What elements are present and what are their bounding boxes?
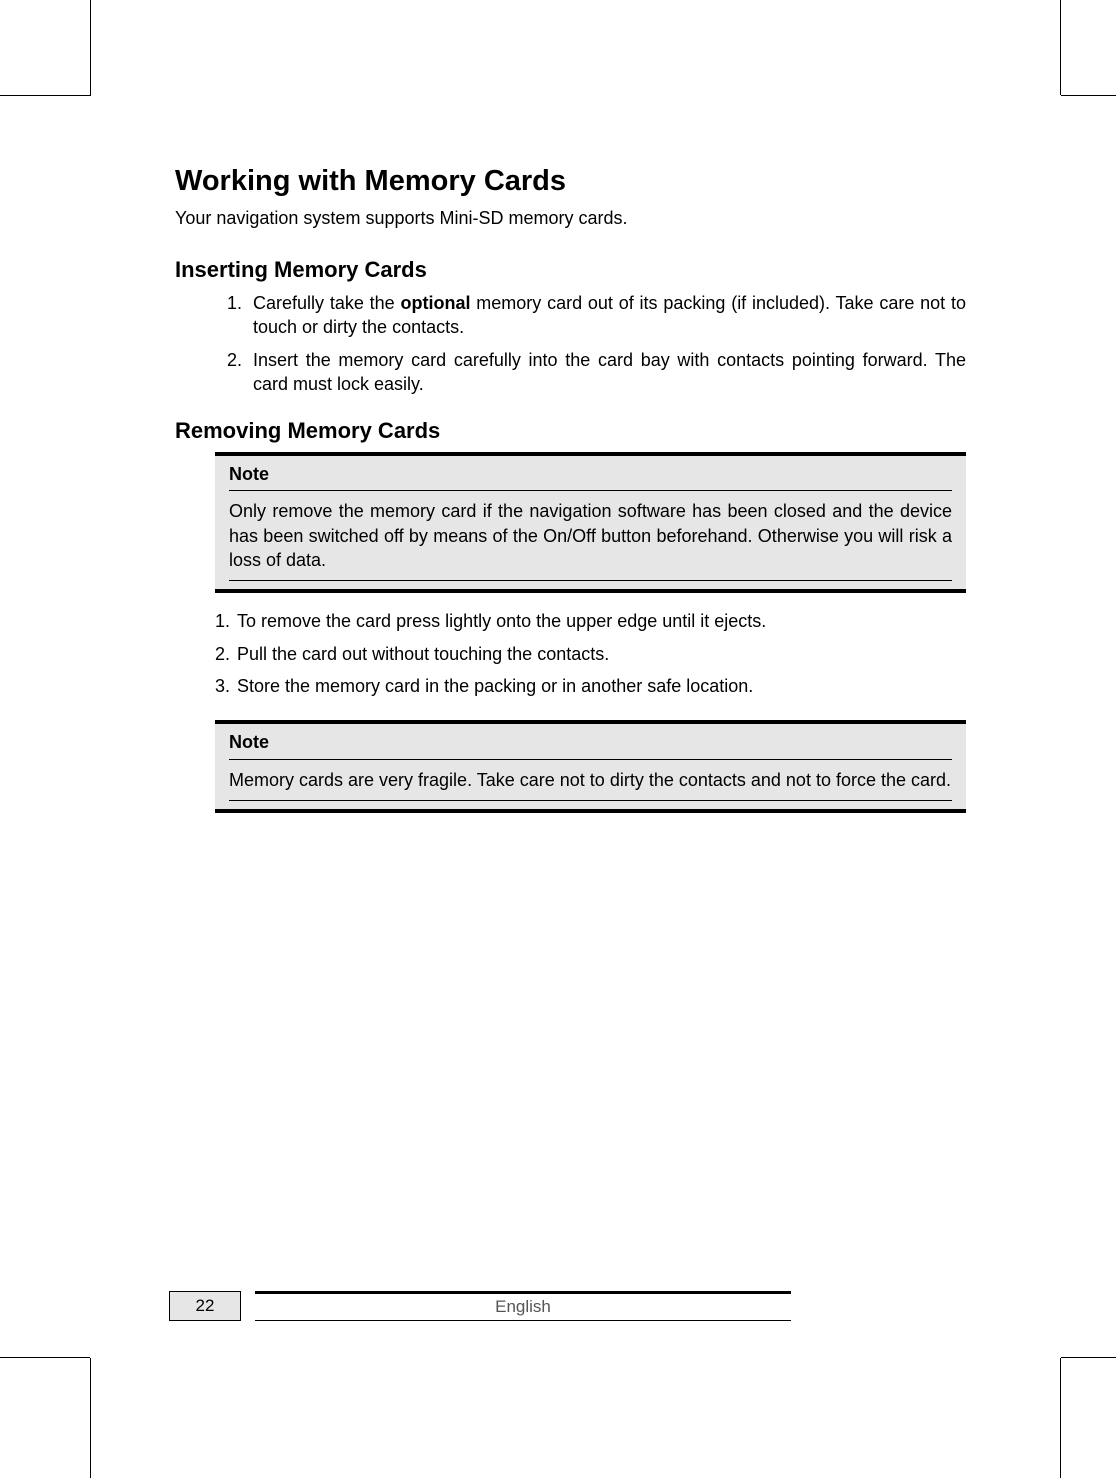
footer-rule: English — [255, 1288, 791, 1328]
footer-language: English — [255, 1292, 791, 1322]
list-item: Insert the memory card carefully into th… — [247, 348, 966, 397]
step-text-bold: optional — [400, 293, 470, 313]
list-item: Carefully take the optional memory card … — [247, 291, 966, 340]
list-item: To remove the card press lightly onto th… — [235, 609, 966, 633]
crop-mark — [1061, 1357, 1116, 1358]
page-title: Working with Memory Cards — [175, 165, 966, 198]
removing-steps-list: To remove the card press lightly onto th… — [175, 609, 966, 698]
crop-mark — [90, 1358, 91, 1478]
page-footer: 22 English — [175, 1288, 966, 1328]
page-number: 22 — [169, 1291, 241, 1321]
note-body: Only remove the memory card if the navig… — [229, 499, 952, 581]
note-box: Note Only remove the memory card if the … — [215, 452, 966, 593]
note-label: Note — [229, 730, 952, 759]
crop-mark — [90, 0, 91, 95]
note-label: Note — [229, 462, 952, 491]
crop-mark — [1060, 1358, 1061, 1478]
intro-text: Your navigation system supports Mini-SD … — [175, 208, 966, 229]
section-heading-inserting: Inserting Memory Cards — [175, 257, 966, 283]
inserting-steps-list: Carefully take the optional memory card … — [175, 291, 966, 396]
note-body: Memory cards are very fragile. Take care… — [229, 768, 952, 801]
section-heading-removing: Removing Memory Cards — [175, 418, 966, 444]
list-item: Pull the card out without touching the c… — [235, 642, 966, 666]
step-text: Insert the memory card carefully into th… — [253, 350, 966, 394]
list-item: Store the memory card in the packing or … — [235, 674, 966, 698]
crop-mark — [0, 1357, 90, 1358]
crop-mark — [0, 95, 91, 96]
crop-mark — [1061, 95, 1116, 96]
crop-mark — [1060, 0, 1061, 95]
step-text-pre: Carefully take the — [253, 293, 400, 313]
page-content: Working with Memory Cards Your navigatio… — [90, 95, 1061, 1358]
note-box: Note Memory cards are very fragile. Take… — [215, 720, 966, 813]
